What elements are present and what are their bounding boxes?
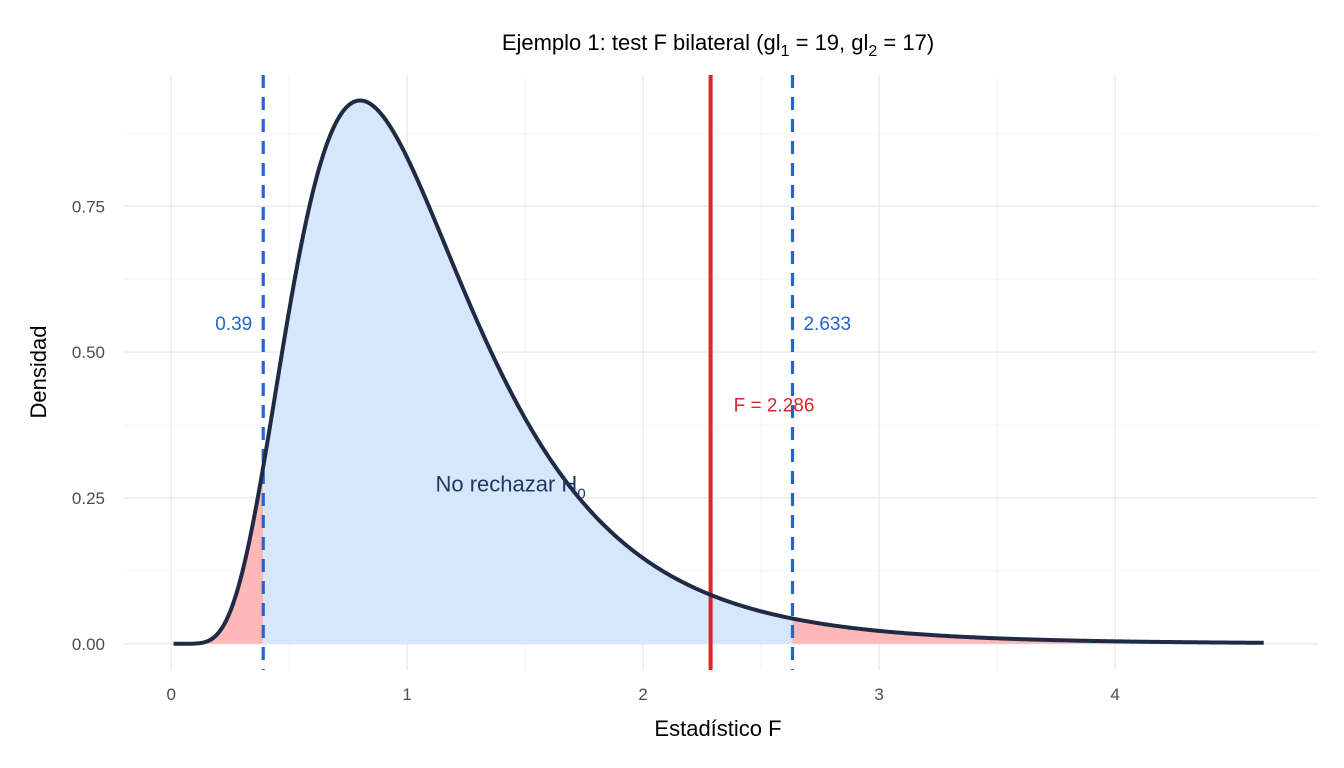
x-tick-label: 1 — [402, 685, 411, 704]
title-prefix: Ejemplo 1: test F bilateral (gl — [502, 30, 781, 55]
region-label-subscript: 0 — [577, 485, 585, 502]
upper-critical-label: 2.633 — [803, 314, 851, 335]
region-label-text: No rechazar H — [435, 471, 577, 496]
x-axis-title: Estadístico F — [654, 716, 781, 741]
acceptance-region — [263, 100, 793, 644]
y-tick-label: 0.50 — [72, 343, 105, 362]
x-tick-label: 4 — [1110, 685, 1119, 704]
title-suffix: = 17) — [877, 30, 934, 55]
y-axis-tick-labels: 0.00 0.25 0.50 0.75 — [72, 197, 105, 654]
y-tick-label: 0.75 — [72, 197, 105, 216]
title-subscript-1: 1 — [781, 43, 790, 60]
chart-title: Ejemplo 1: test F bilateral (gl1 = 19, g… — [502, 30, 934, 60]
statistic-label: F = 2.286 — [734, 396, 815, 417]
x-tick-label: 3 — [874, 685, 883, 704]
y-tick-label: 0.00 — [72, 635, 105, 654]
title-subscript-2: 2 — [868, 43, 877, 60]
title-middle: = 19, gl — [790, 30, 869, 55]
right-rejection-region — [792, 618, 1264, 644]
x-tick-label: 0 — [166, 685, 175, 704]
x-tick-label: 2 — [638, 685, 647, 704]
x-axis-tick-labels: 0 1 2 3 4 — [166, 685, 1119, 704]
y-axis-title: Densidad — [26, 326, 51, 419]
no-reject-region-label: No rechazar H0 — [435, 471, 585, 502]
y-tick-label: 0.25 — [72, 489, 105, 508]
lower-critical-label: 0.39 — [215, 314, 252, 335]
density-curve — [173, 98, 1264, 646]
left-rejection-region — [173, 466, 264, 644]
